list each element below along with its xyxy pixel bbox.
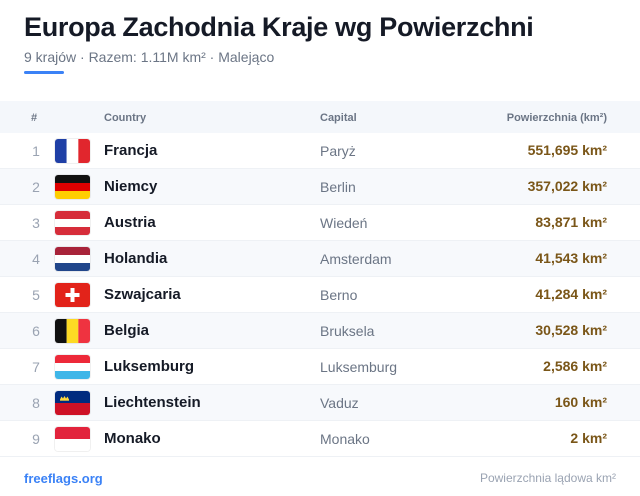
capital-name: Luksemburg <box>320 359 398 375</box>
row-number: 3 <box>32 215 40 231</box>
source-link[interactable]: freeflags.org <box>24 471 103 486</box>
monaco-flag-icon <box>55 427 90 451</box>
country-name: Luksemburg <box>104 358 195 375</box>
liechtenstein-flag-icon <box>55 391 90 415</box>
table-row: 3 Austria Wiedeń 83,871 km² <box>0 205 640 241</box>
row-number: 5 <box>32 287 40 303</box>
area-value: 2 km² <box>570 430 607 446</box>
austria-flag-icon <box>55 211 90 235</box>
capital-name: Wiedeń <box>320 215 368 231</box>
capital-name: Paryż <box>320 143 356 159</box>
country-name: Austria <box>104 214 156 231</box>
country-name: Liechtenstein <box>104 394 201 411</box>
capital-name: Bruksela <box>320 323 375 339</box>
table-row: 2 Niemcy Berlin 357,022 km² <box>0 169 640 205</box>
capital-name: Monako <box>320 431 370 447</box>
page-subtitle: 9 krajów · Razem: 1.11M km² · Malejąco <box>24 49 275 65</box>
table-row: 5 Szwajcaria Berno 41,284 km² <box>0 277 640 313</box>
table-row: 1 Francja Paryż 551,695 km² <box>0 133 640 169</box>
country-name: Szwajcaria <box>104 286 181 303</box>
capital-name: Amsterdam <box>320 251 392 267</box>
area-value: 30,528 km² <box>535 322 607 338</box>
column-header-num: # <box>31 112 38 124</box>
germany-flag-icon <box>55 175 90 199</box>
column-header-capital: Capital <box>320 112 357 124</box>
countries-table: # Country Capital Powierzchnia (km²) 1 F… <box>0 101 640 457</box>
row-number: 7 <box>32 359 40 375</box>
column-header-country: Country <box>104 112 147 124</box>
capital-name: Berno <box>320 287 358 303</box>
country-name: Belgia <box>104 322 150 339</box>
area-value: 357,022 km² <box>527 178 607 194</box>
area-value: 551,695 km² <box>527 142 607 158</box>
row-number: 9 <box>32 431 40 447</box>
table-row: 7 Luksemburg Luksemburg 2,586 km² <box>0 349 640 385</box>
title-accent-bar <box>24 71 64 74</box>
luxembourg-flag-icon <box>55 355 90 379</box>
row-number: 6 <box>32 323 40 339</box>
country-name: Niemcy <box>104 178 158 195</box>
capital-name: Vaduz <box>320 395 359 411</box>
area-value: 2,586 km² <box>543 358 607 374</box>
row-number: 2 <box>32 179 40 195</box>
table-row: 6 Belgia Bruksela 30,528 km² <box>0 313 640 349</box>
table-row: 4 Holandia Amsterdam 41,543 km² <box>0 241 640 277</box>
area-value: 160 km² <box>554 394 607 410</box>
switzerland-flag-icon <box>55 283 90 307</box>
page-title: Europa Zachodnia Kraje wg Powierzchni <box>24 12 534 42</box>
row-number: 1 <box>32 143 40 159</box>
country-name: Francja <box>104 142 158 159</box>
area-value: 83,871 km² <box>535 214 607 230</box>
table-row: 9 Monako Monako 2 km² <box>0 421 640 457</box>
footer-note: Powierzchnia lądowa km² <box>479 471 616 485</box>
netherlands-flag-icon <box>55 247 90 271</box>
area-value: 41,543 km² <box>535 250 607 266</box>
table-row: 8 Liechtenstein Vaduz 160 km² <box>0 385 640 421</box>
belgium-flag-icon <box>55 319 90 343</box>
row-number: 8 <box>32 395 40 411</box>
area-value: 41,284 km² <box>535 286 607 302</box>
country-name: Holandia <box>104 250 168 267</box>
table-header: # Country Capital Powierzchnia (km²) <box>0 101 640 133</box>
capital-name: Berlin <box>320 179 356 195</box>
column-header-area: Powierzchnia (km²) <box>506 112 607 124</box>
row-number: 4 <box>32 251 40 267</box>
france-flag-icon <box>55 139 90 163</box>
country-name: Monako <box>104 430 161 447</box>
